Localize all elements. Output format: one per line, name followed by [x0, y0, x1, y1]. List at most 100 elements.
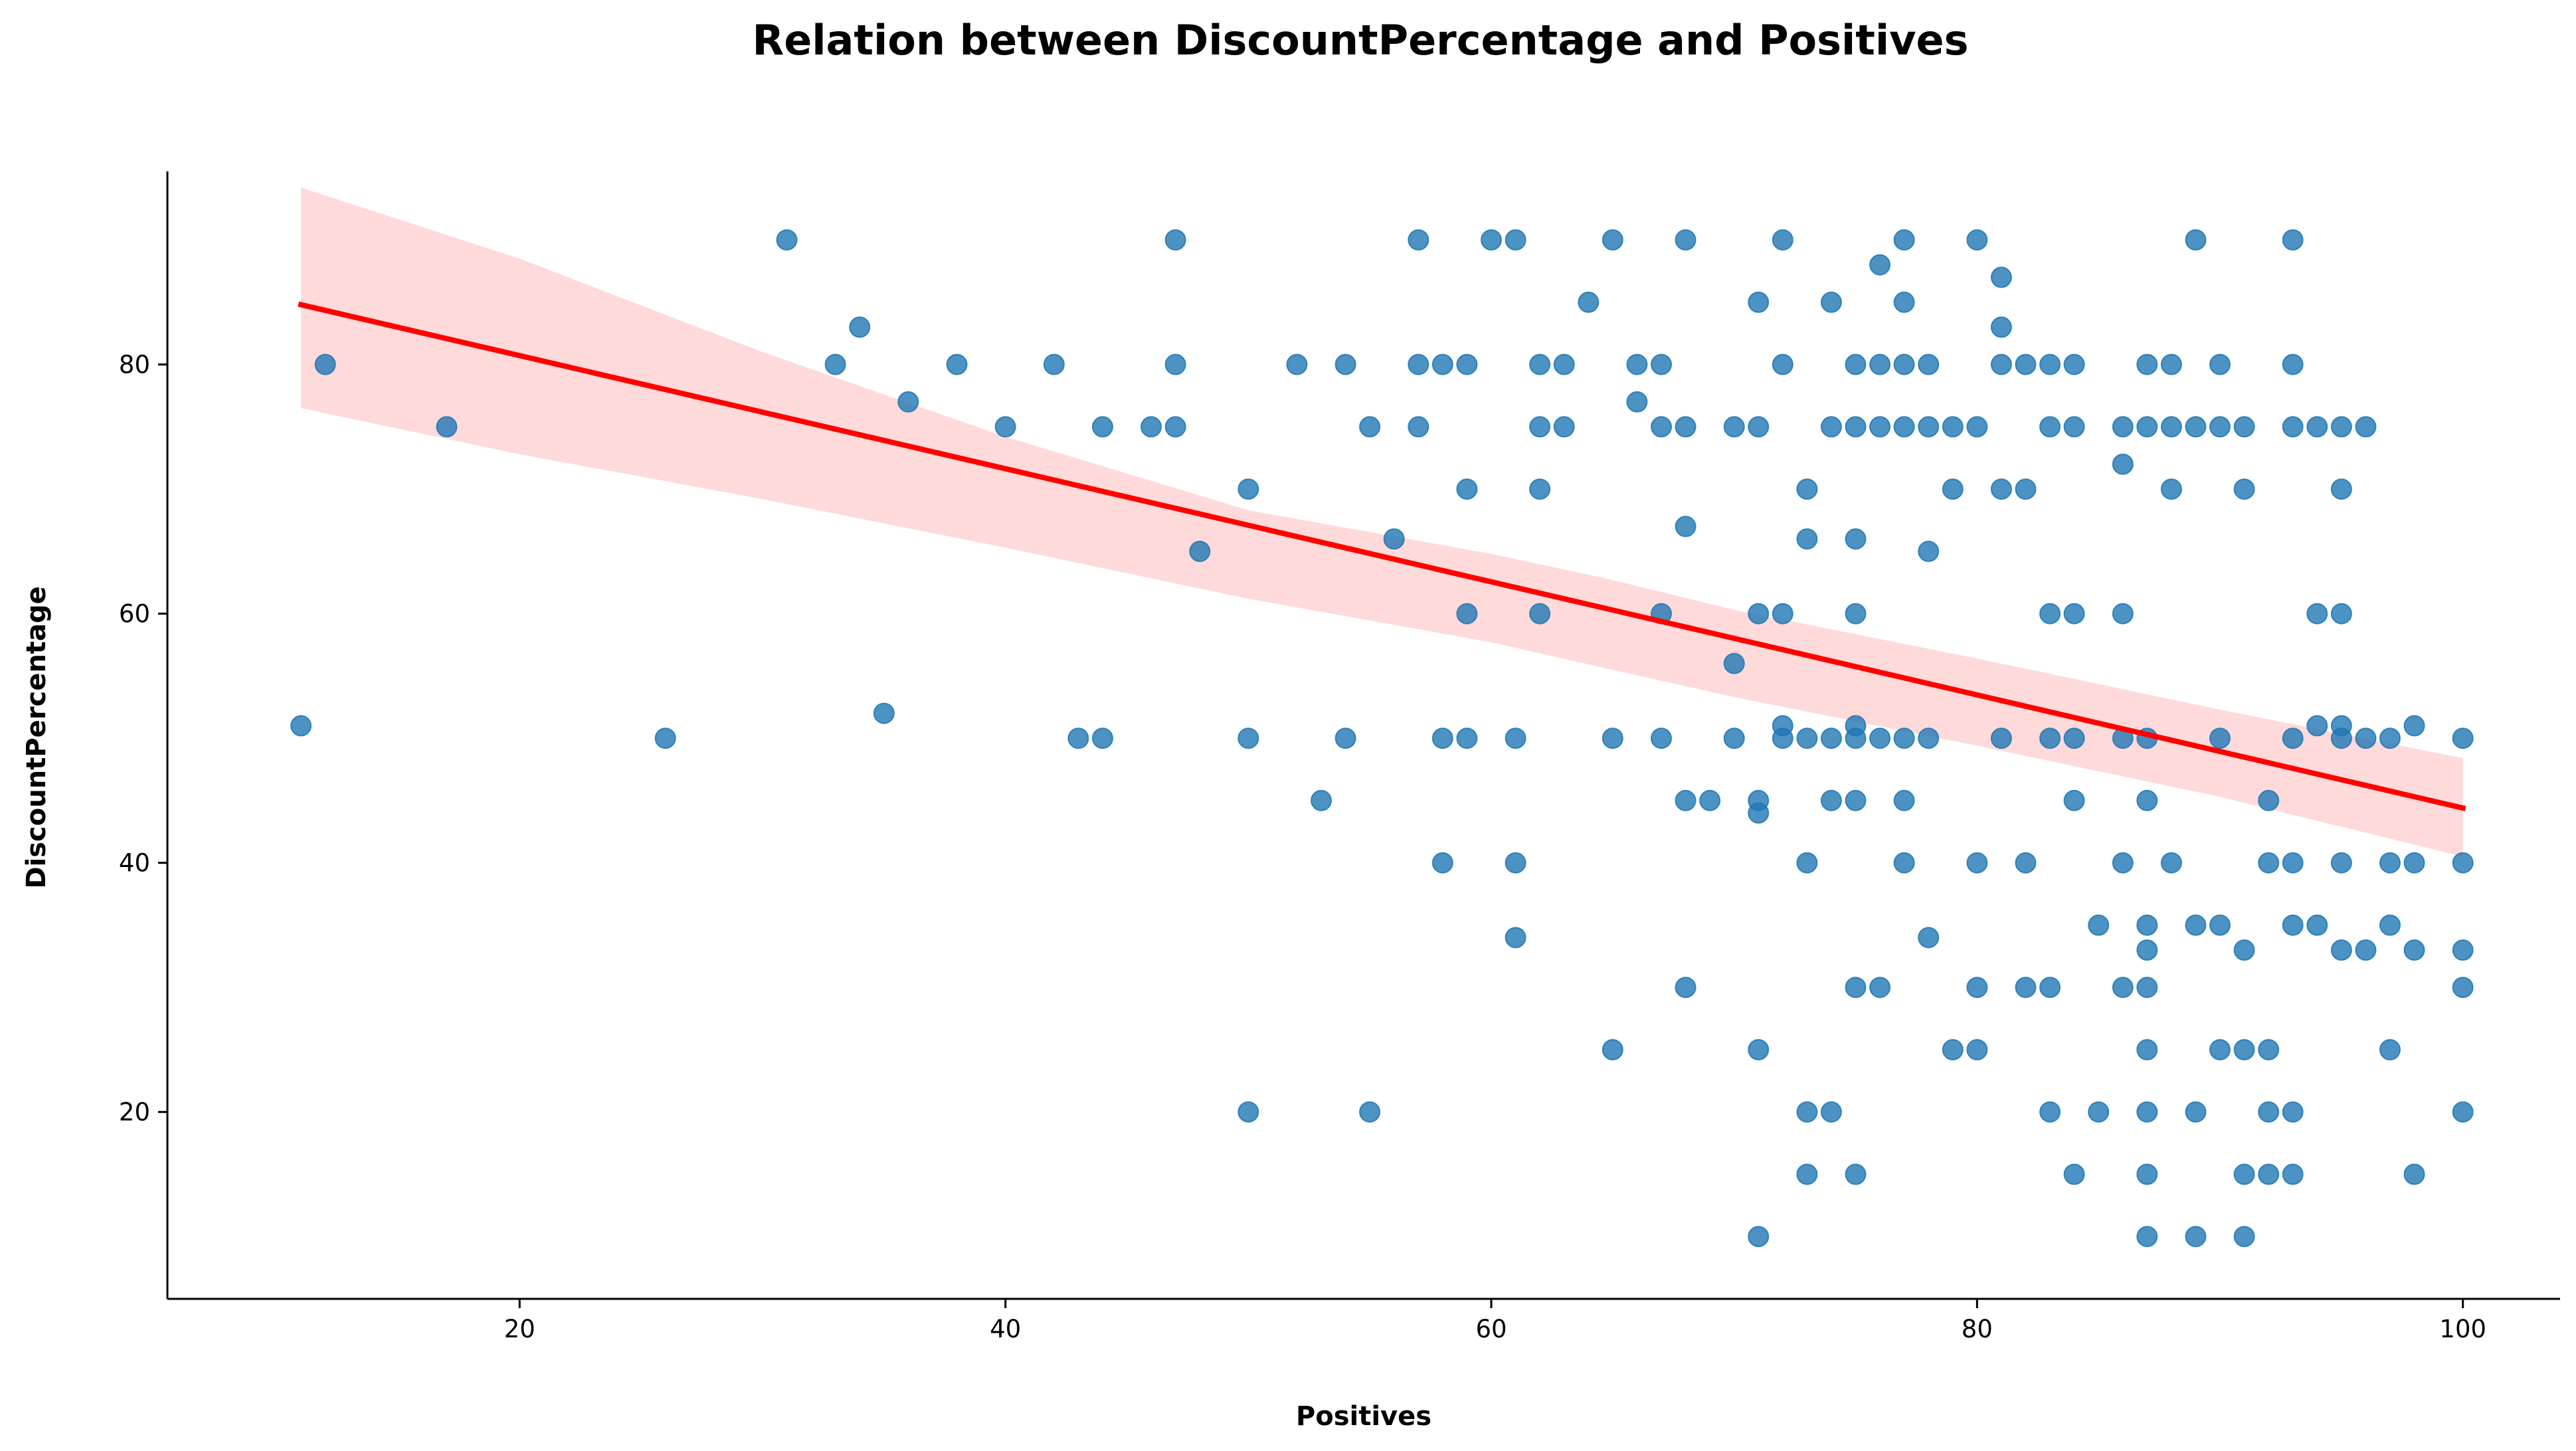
data-point — [1334, 353, 1356, 375]
data-point — [1918, 416, 1940, 438]
data-point — [1796, 852, 1818, 874]
data-point — [2136, 1101, 2158, 1123]
data-point — [2233, 939, 2255, 961]
y-tick-label: 20 — [119, 1098, 150, 1127]
data-point — [1238, 1101, 1259, 1123]
data-point — [654, 727, 676, 749]
data-point — [1820, 416, 1842, 438]
data-point — [2063, 603, 2085, 625]
data-point — [2039, 727, 2061, 749]
data-point — [1748, 1226, 1770, 1248]
data-point — [1893, 291, 1915, 313]
data-point — [1189, 540, 1211, 562]
y-tick-label: 40 — [119, 849, 150, 878]
data-point — [1238, 727, 1259, 749]
data-point — [1626, 353, 1648, 375]
data-point — [1431, 353, 1453, 375]
data-point — [1966, 1039, 1988, 1060]
data-point — [2063, 353, 2085, 375]
data-point — [1942, 478, 1964, 500]
data-point — [2233, 416, 2255, 438]
data-point — [2282, 1101, 2304, 1123]
data-point — [2063, 416, 2085, 438]
data-point — [2306, 603, 2328, 625]
data-point — [1748, 416, 1770, 438]
x-tick-label: 20 — [504, 1315, 535, 1343]
data-point — [2160, 416, 2182, 438]
data-point — [2112, 416, 2134, 438]
data-point — [2185, 1226, 2207, 1248]
data-point — [1141, 416, 1162, 438]
data-point — [2112, 453, 2134, 475]
data-point — [2379, 852, 2401, 874]
data-point — [2452, 852, 2474, 874]
data-point — [1796, 1163, 1818, 1185]
data-point — [1602, 1039, 1623, 1060]
data-point — [2136, 789, 2158, 811]
data-point — [2209, 1039, 2231, 1060]
data-point — [2160, 353, 2182, 375]
x-tick-label: 80 — [1962, 1315, 1993, 1343]
data-point — [2015, 478, 2037, 500]
data-point — [1893, 852, 1915, 874]
data-point — [1529, 416, 1551, 438]
data-point — [1456, 478, 1478, 500]
data-point — [2136, 977, 2158, 999]
data-point — [2136, 353, 2158, 375]
data-point — [1869, 353, 1891, 375]
data-point — [1505, 927, 1526, 949]
data-point — [1772, 353, 1794, 375]
data-point — [1408, 416, 1429, 438]
data-point — [1238, 478, 1259, 500]
data-point — [2185, 229, 2207, 251]
data-point — [1334, 727, 1356, 749]
y-tick-label: 80 — [119, 351, 150, 379]
data-point — [2330, 727, 2352, 749]
y-axis-label: DiscountPercentage — [21, 586, 52, 888]
data-point — [1796, 478, 1818, 500]
data-point — [873, 702, 895, 724]
data-point — [1869, 977, 1891, 999]
data-point — [776, 229, 798, 251]
data-point — [1918, 540, 1940, 562]
data-point — [2233, 478, 2255, 500]
points-layer — [290, 229, 2474, 1248]
data-point — [1456, 727, 1478, 749]
data-point — [1651, 353, 1672, 375]
data-point — [849, 316, 871, 338]
data-point — [1359, 1101, 1381, 1123]
data-point — [1990, 727, 2012, 749]
data-point — [2039, 353, 2061, 375]
data-point — [2233, 1163, 2255, 1185]
data-point — [1602, 229, 1623, 251]
x-ticks: 20 40 60 80 100 — [504, 1299, 2486, 1343]
data-point — [1966, 416, 1988, 438]
data-point — [2330, 852, 2352, 874]
data-point — [1311, 789, 1332, 811]
confidence-band — [301, 187, 2463, 857]
data-point — [2452, 727, 2474, 749]
data-point — [1067, 727, 1089, 749]
data-point — [1529, 478, 1551, 500]
data-point — [1456, 353, 1478, 375]
x-tick-label: 100 — [2439, 1315, 2486, 1343]
data-point — [2403, 1163, 2425, 1185]
data-point — [2282, 229, 2304, 251]
data-point — [2258, 789, 2280, 811]
data-point — [1845, 353, 1867, 375]
data-point — [1869, 254, 1891, 276]
data-point — [2136, 914, 2158, 936]
chart-title: Relation between DiscountPercentage and … — [752, 16, 1968, 64]
data-point — [2379, 1039, 2401, 1060]
data-point — [1164, 416, 1186, 438]
data-point — [1723, 652, 1745, 674]
data-point — [2452, 939, 2474, 961]
data-point — [1675, 516, 1697, 537]
data-point — [2112, 977, 2134, 999]
data-point — [2015, 353, 2037, 375]
confidence-band-layer — [301, 187, 2463, 857]
data-point — [1893, 229, 1915, 251]
data-point — [1966, 977, 1988, 999]
data-point — [1408, 229, 1429, 251]
